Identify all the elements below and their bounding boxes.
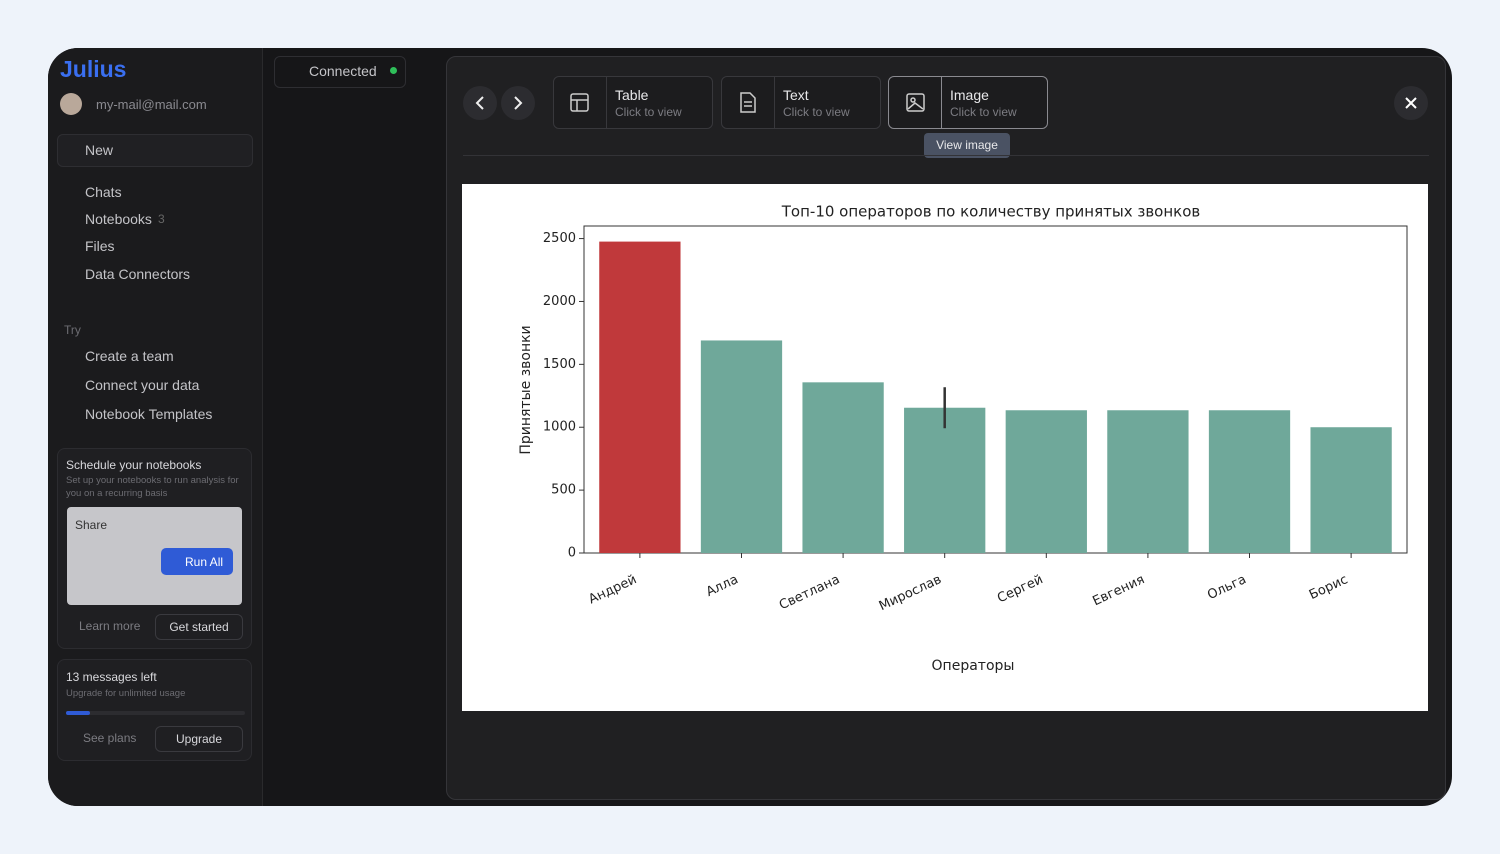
bar <box>1107 410 1189 553</box>
x-tick-label: Борис <box>1307 572 1350 603</box>
tab-subtitle: Click to view <box>783 105 850 119</box>
sidebar: Julius my-mail@mail.com New Chats Notebo… <box>48 48 263 806</box>
connection-status[interactable] <box>274 56 406 88</box>
tab-subtitle: Click to view <box>615 105 682 119</box>
x-tick-label: Мирослав <box>877 572 944 614</box>
tab-icons <box>570 92 925 113</box>
get-started-button[interactable]: Get started <box>155 614 243 640</box>
y-tick-label: 2000 <box>543 294 576 309</box>
try-item[interactable]: Notebook Templates <box>85 406 213 422</box>
status-dot <box>390 67 397 74</box>
y-tick-label: 1500 <box>543 357 576 372</box>
y-tick-label: 0 <box>568 546 576 561</box>
plot-frame <box>583 225 1408 554</box>
tooltip: View image <box>924 133 1010 158</box>
x-tick-label: Алла <box>704 572 741 600</box>
bar <box>904 407 986 553</box>
bar <box>700 340 783 553</box>
usage-description: Upgrade for unlimited usage <box>66 688 186 699</box>
close-icon <box>1405 97 1417 109</box>
x-axis-label: Операторы <box>932 658 1015 674</box>
run-all-button[interactable] <box>161 548 233 575</box>
nav-item[interactable]: Data Connectors <box>85 266 191 282</box>
bar <box>1208 410 1291 553</box>
tab-title: Table <box>615 87 649 103</box>
new-button[interactable] <box>57 134 253 167</box>
usage-fill <box>66 711 90 715</box>
email[interactable]: my-mail@mail.com <box>96 97 207 112</box>
x-tick-label: Евгения <box>1090 572 1147 609</box>
app-window: Julius my-mail@mail.com New Chats Notebo… <box>48 48 1452 806</box>
section-heading: Try <box>64 323 81 337</box>
card-title: Schedule your notebooks <box>66 458 202 472</box>
y-axis-label: Принятые звонки <box>518 325 534 454</box>
logo: Julius <box>60 56 127 82</box>
share-label: Share <box>75 518 108 532</box>
bar <box>1310 427 1392 553</box>
x-tick-label: Ольга <box>1205 572 1248 603</box>
nav-item[interactable]: Chats <box>85 184 122 200</box>
y-tick-label: 500 <box>551 483 576 498</box>
upgrade-button[interactable]: Upgrade <box>155 726 243 752</box>
prev-button[interactable] <box>463 86 497 120</box>
see-plans[interactable]: See plans <box>83 731 137 745</box>
bar <box>599 241 681 553</box>
status-label: Connected <box>309 63 377 79</box>
nav-count: 3 <box>158 212 165 226</box>
y-tick-label: 1000 <box>543 420 576 435</box>
nav-icons <box>475 96 523 110</box>
nav-item[interactable]: Notebooks <box>85 211 152 227</box>
chart-image: Топ-10 операторов по количеству принятых… <box>462 184 1428 711</box>
usage-track <box>66 711 245 715</box>
usage-title: 13 messages left <box>66 670 157 684</box>
tab-table[interactable] <box>553 76 713 129</box>
try-item[interactable]: Connect your data <box>85 377 200 393</box>
avatar <box>60 93 82 115</box>
tab-title: Text <box>783 87 809 103</box>
bar <box>802 382 884 553</box>
bar <box>1005 410 1087 553</box>
x-tick-label: Андрей <box>586 572 639 607</box>
usage-card <box>57 659 252 761</box>
tab-image[interactable] <box>888 76 1048 129</box>
y-tick-label: 2500 <box>543 231 576 246</box>
x-tick-label: Светлана <box>777 572 842 613</box>
run-all-label: Run All <box>185 555 224 569</box>
separator <box>463 155 1429 156</box>
x-tick-label: Сергей <box>995 572 1045 606</box>
next-button[interactable] <box>501 86 535 120</box>
chart-title: Топ-10 операторов по количеству принятых… <box>781 203 1200 221</box>
card-description: Set up your notebooks to run analysis fo… <box>66 475 239 499</box>
learn-more[interactable]: Learn more <box>79 619 141 633</box>
new-label: New <box>85 142 114 158</box>
nav-item[interactable]: Files <box>85 238 115 254</box>
try-item[interactable]: Create a team <box>85 348 174 364</box>
tab-subtitle: Click to view <box>950 105 1017 119</box>
tab-title: Image <box>950 87 989 103</box>
